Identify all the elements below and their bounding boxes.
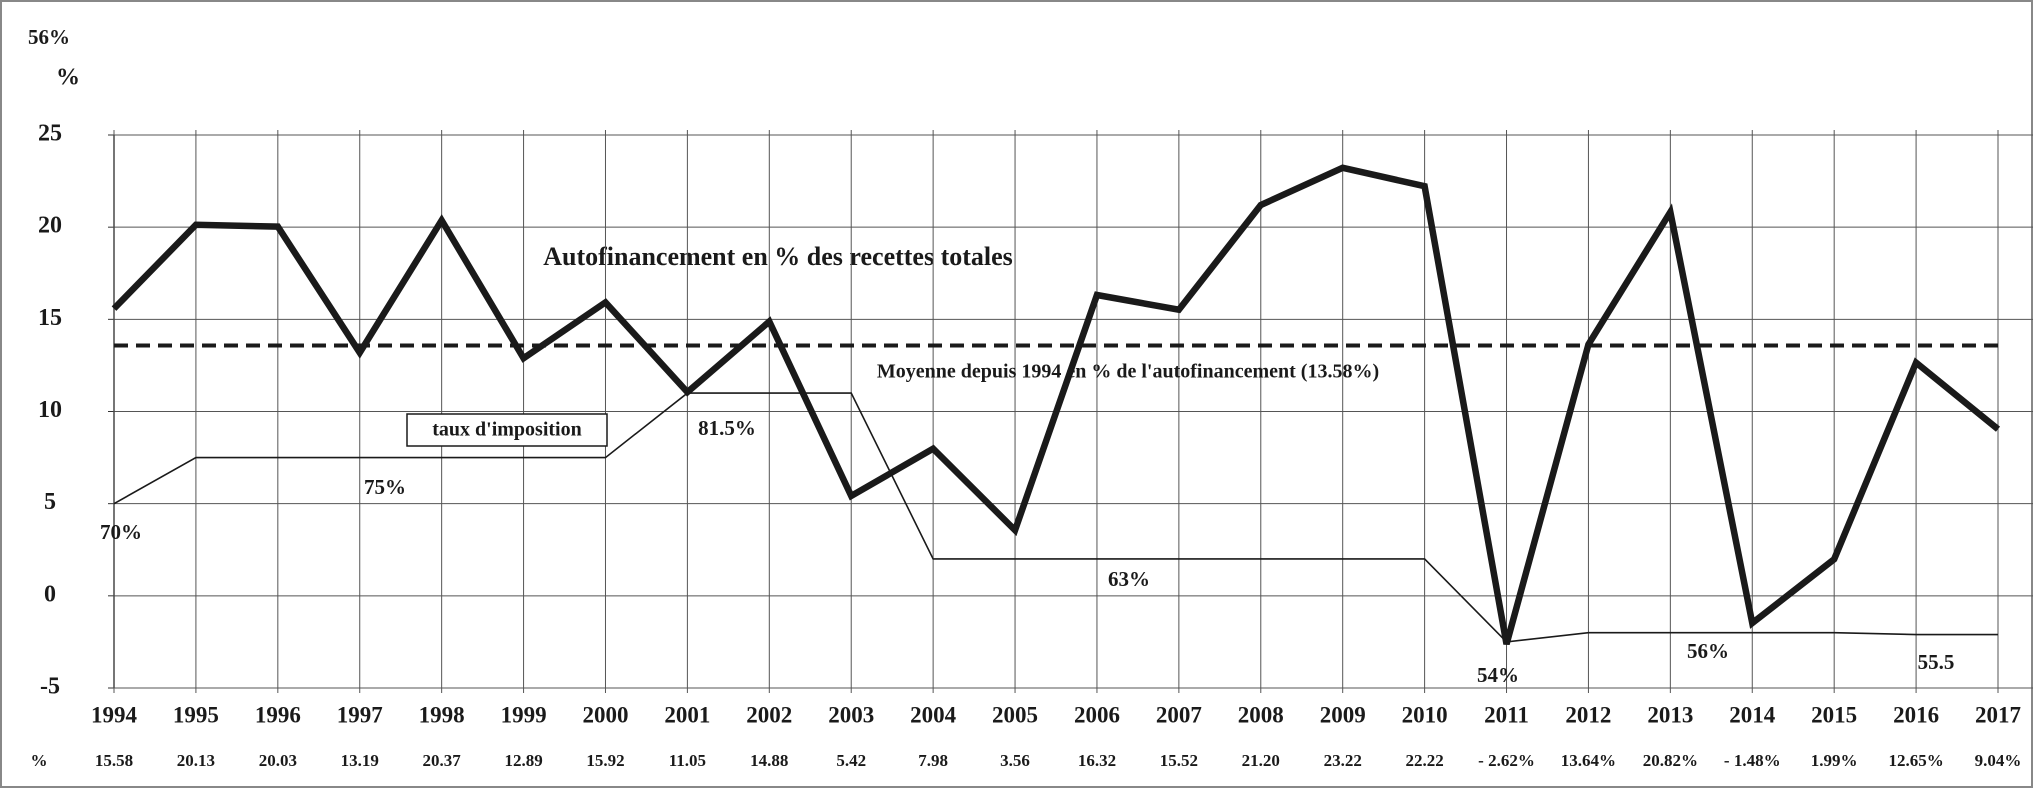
x-tick-label: 2015 xyxy=(1811,702,1857,727)
x-tick-label: 2002 xyxy=(746,702,792,727)
x-tick-label: 2010 xyxy=(1402,702,1448,727)
x-tick-label: 2004 xyxy=(910,702,957,727)
value-label: 15.52 xyxy=(1160,751,1198,770)
value-label: - 1.48% xyxy=(1724,751,1781,770)
value-label: 7.98 xyxy=(918,751,948,770)
y-tick-label: 0 xyxy=(44,581,56,607)
x-tick-label: 1997 xyxy=(337,702,383,727)
annotation: 54% xyxy=(1477,663,1519,687)
table-label: % xyxy=(31,751,48,770)
annotation: 56% xyxy=(1687,639,1729,663)
x-tick-label: 2013 xyxy=(1647,702,1693,727)
data-line xyxy=(111,164,2001,645)
x-tick-label: 1998 xyxy=(419,702,465,727)
value-label: 1.99% xyxy=(1811,751,1858,770)
legend-label: taux d'imposition xyxy=(432,419,581,441)
x-tick-label: 2017 xyxy=(1975,702,2021,727)
annotation: 75% xyxy=(364,475,406,499)
y-axis-label: % xyxy=(56,65,80,91)
x-tick-label: 2011 xyxy=(1484,702,1529,727)
x-tick-label: 2008 xyxy=(1238,702,1284,727)
value-label: 3.56 xyxy=(1000,751,1030,770)
annotation: 55.5 xyxy=(1918,650,1955,674)
value-label: 20.13 xyxy=(177,751,215,770)
tax-line xyxy=(113,392,1998,643)
x-tick-label: 2006 xyxy=(1074,702,1120,727)
value-label: 16.32 xyxy=(1078,751,1116,770)
y-tick-label: 10 xyxy=(38,397,62,423)
x-tick-label: 2016 xyxy=(1893,702,1939,727)
y-tick-label: 25 xyxy=(38,121,62,147)
value-label: 20.82% xyxy=(1643,751,1698,770)
x-tick-label: 2000 xyxy=(582,702,628,727)
value-label: 11.05 xyxy=(669,751,706,770)
value-label: 21.20 xyxy=(1242,751,1280,770)
x-tick-label: 2014 xyxy=(1729,702,1776,727)
y-tick-label: -5 xyxy=(40,674,60,700)
annotation: 81.5% xyxy=(698,416,756,440)
annotation: 70% xyxy=(100,520,142,544)
value-label: 20.03 xyxy=(259,751,297,770)
value-label: 13.19 xyxy=(341,751,379,770)
value-label: 12.89 xyxy=(504,751,542,770)
value-label: 22.22 xyxy=(1405,751,1443,770)
chart-title: Autofinancement en % des recettes totale… xyxy=(543,242,1013,271)
value-label: 15.92 xyxy=(586,751,624,770)
value-label: - 2.62% xyxy=(1478,751,1535,770)
value-label: 23.22 xyxy=(1324,751,1362,770)
x-tick-label: 2012 xyxy=(1565,702,1611,727)
value-label: 9.04% xyxy=(1975,751,2022,770)
x-tick-label: 2003 xyxy=(828,702,874,727)
x-tick-label: 1996 xyxy=(255,702,301,727)
y-tick-label: 20 xyxy=(38,213,62,239)
x-tick-label: 2007 xyxy=(1156,702,1202,727)
value-label: 5.42 xyxy=(836,751,866,770)
value-label: 15.58 xyxy=(95,751,133,770)
x-tick-label: 2001 xyxy=(664,702,710,727)
x-tick-label: 1999 xyxy=(501,702,547,727)
x-tick-label: 2005 xyxy=(992,702,1038,727)
x-tick-label: 1994 xyxy=(91,702,138,727)
value-label: 14.88 xyxy=(750,751,788,770)
value-label: 12.65% xyxy=(1888,751,1943,770)
value-label: 13.64% xyxy=(1561,751,1616,770)
x-tick-label: 2009 xyxy=(1320,702,1366,727)
mean-label: Moyenne depuis 1994 en % de l'autofinanc… xyxy=(877,361,1379,383)
legend-box xyxy=(406,413,608,447)
y-tick-label: 15 xyxy=(38,305,62,331)
corner-label: 56% xyxy=(28,25,70,49)
value-label: 20.37 xyxy=(423,751,462,770)
x-tick-label: 1995 xyxy=(173,702,219,727)
y-tick-label: 5 xyxy=(44,489,56,515)
annotation: 63% xyxy=(1108,567,1150,591)
